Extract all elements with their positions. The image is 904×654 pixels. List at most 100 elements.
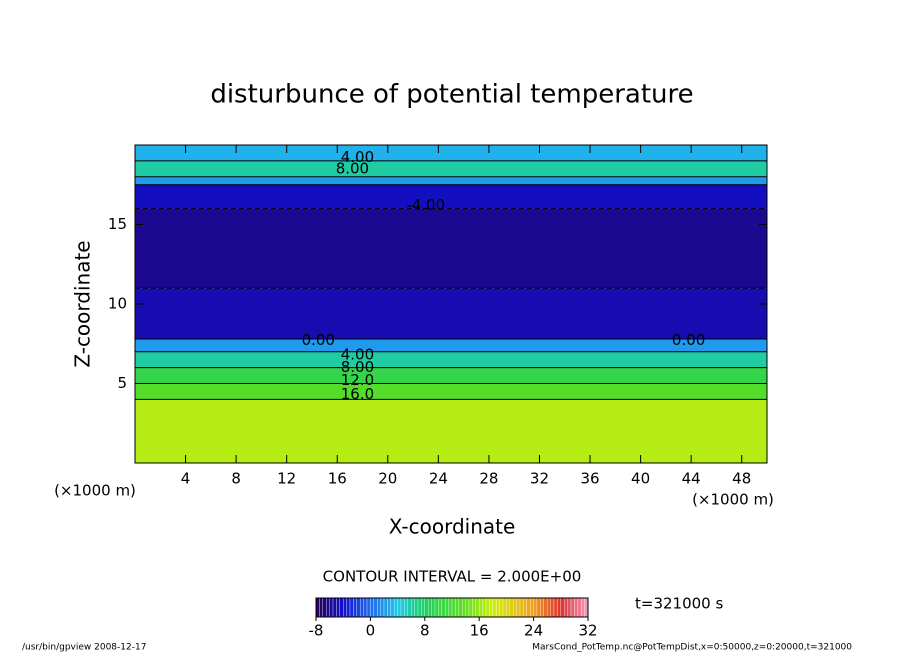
contour-band [135, 351, 767, 368]
contour-label: 4.00 [341, 148, 374, 166]
colorbar-tick-label: 0 [366, 622, 376, 640]
colorbar-cell [496, 597, 500, 618]
contour-band [135, 208, 767, 289]
colorbar-cell [479, 597, 483, 618]
colorbar-cell [377, 597, 381, 618]
x-tick-label: 44 [682, 470, 701, 488]
colorbar-cell [424, 597, 429, 618]
contour-band [135, 145, 767, 161]
x-tick-label: 48 [732, 470, 751, 488]
colorbar-cell [475, 597, 480, 618]
colorbar-cell [455, 597, 459, 618]
x-tick-label: 28 [479, 470, 498, 488]
colorbar-cell [394, 597, 398, 618]
colorbar-cell [547, 597, 551, 618]
colorbar-tick-label: -8 [309, 622, 324, 640]
colorbar-cell [356, 597, 361, 618]
colorbar-cell [581, 597, 585, 618]
colorbar-cell [533, 597, 538, 618]
x-tick-label: 20 [378, 470, 397, 488]
colorbar-cell [438, 597, 442, 618]
contour-band [135, 288, 767, 339]
y-tick-label: 10 [108, 295, 127, 313]
colorbar-cell [553, 597, 558, 618]
colorbar-cell [353, 597, 357, 618]
contour-interval: CONTOUR INTERVAL = 2.000E+00 [323, 568, 582, 586]
colorbar-cell [584, 597, 589, 618]
x-axis-label: X-coordinate [389, 515, 516, 539]
colorbar-cell [468, 597, 473, 618]
colorbar-cell [557, 597, 561, 618]
colorbar-cell [540, 597, 544, 618]
x-unit: (×1000 m) [692, 491, 774, 509]
contour-label: 0.00 [302, 331, 335, 349]
x-tick-label: 32 [530, 470, 549, 488]
colorbar-cell [336, 597, 340, 618]
x-tick-label: 24 [429, 470, 448, 488]
contour-band [135, 367, 767, 384]
colorbar-cell [397, 597, 402, 618]
y-axis-label: Z-coordinate [71, 240, 95, 367]
colorbar-cell [560, 597, 565, 618]
colorbar-cell [465, 597, 470, 618]
colorbar-tick-label: 32 [578, 622, 597, 640]
contour-band [135, 338, 767, 352]
contour-band [135, 160, 767, 177]
colorbar-cell [536, 597, 541, 618]
colorbar-cell [380, 597, 385, 618]
contour-band [135, 383, 767, 400]
x-unit: (×1000 m) [54, 482, 136, 500]
colorbar-cell [577, 597, 582, 618]
footer: MarsCond_PotTemp.nc@PotTempDist,x=0:5000… [532, 643, 852, 653]
colorbar-cell [506, 597, 510, 618]
contour-label: 4.00 [341, 345, 374, 363]
colorbar-cell [434, 597, 439, 618]
colorbar-cell [366, 597, 371, 618]
contour-label: 0.00 [672, 331, 705, 349]
colorbar-cell [485, 597, 490, 618]
colorbar-cell [499, 597, 504, 618]
colorbar-cell [319, 597, 323, 618]
colorbar-tick-label: 16 [470, 622, 489, 640]
colorbar-cell [570, 597, 575, 618]
contour-label: 12.0 [341, 371, 374, 389]
colorbar-cell [332, 597, 337, 618]
colorbar-cell [346, 597, 351, 618]
x-tick-label: 8 [231, 470, 241, 488]
colorbar-cell [492, 597, 497, 618]
colorbar-cell [387, 597, 391, 618]
contour-label: 16.0 [341, 385, 374, 403]
colorbar-cell [519, 597, 524, 618]
colorbar-cell [428, 597, 432, 618]
colorbar-cell [343, 597, 347, 618]
colorbar-cell [574, 597, 578, 618]
colorbar-cell [349, 597, 354, 618]
colorbar-tick-label: 8 [420, 622, 430, 640]
colorbar-cell [502, 597, 507, 618]
colorbar-cell [315, 597, 320, 618]
contour-band [135, 184, 767, 209]
colorbar-cell [370, 597, 374, 618]
colorbar-cell [431, 597, 436, 618]
colorbar-cell [414, 597, 419, 618]
time-label: t=321000 s [635, 595, 723, 613]
colorbar-cell [417, 597, 422, 618]
colorbar-cell [404, 597, 408, 618]
contour-label: 8.00 [341, 358, 374, 376]
colorbar-cell [472, 597, 476, 618]
colorbar-cell [322, 597, 327, 618]
colorbar-cell [326, 597, 330, 618]
colorbar-cell [530, 597, 534, 618]
x-tick-label: 36 [580, 470, 599, 488]
contour-band [135, 399, 767, 463]
colorbar-cell [390, 597, 395, 618]
colorbar-cell [400, 597, 405, 618]
colorbar-cell [567, 597, 572, 618]
colorbar-cell [373, 597, 378, 618]
colorbar-cell [513, 597, 517, 618]
colorbar-cell [383, 597, 388, 618]
colorbar-cell [407, 597, 412, 618]
x-tick-label: 40 [631, 470, 650, 488]
colorbar-cell [482, 597, 487, 618]
chart-title: disturbunce of potential temperature [210, 80, 693, 110]
